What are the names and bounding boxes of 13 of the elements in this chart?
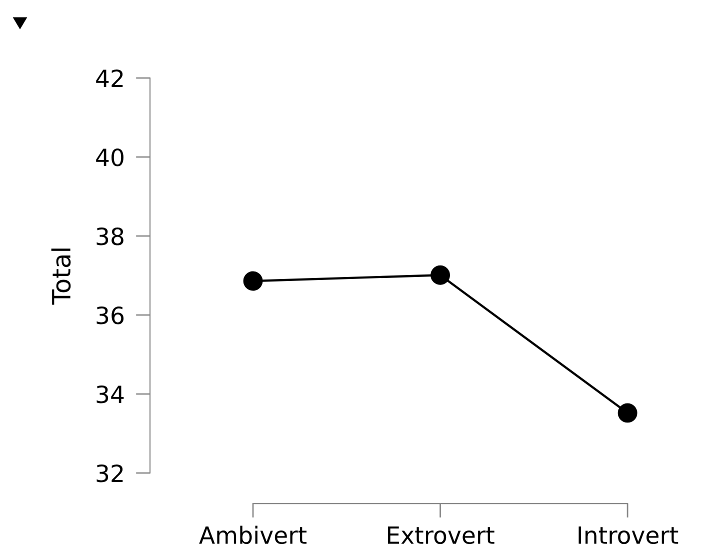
point [243,271,263,291]
y-tick-label: 38 [96,227,124,246]
y-tick-label: 34 [96,385,124,404]
y-tick-label: 42 [96,69,123,87]
x-tick-label: Extrovert [388,526,494,544]
point [430,265,450,285]
x-tick-label: Ambivert [199,526,307,544]
y-tick-label: 40 [96,148,124,166]
y-tick-label: 36 [96,306,124,324]
y-axis-title: Total [51,248,71,305]
x-tick-label: Introvert [578,526,678,544]
point [618,403,638,423]
y-tick-label: 32 [96,464,123,482]
